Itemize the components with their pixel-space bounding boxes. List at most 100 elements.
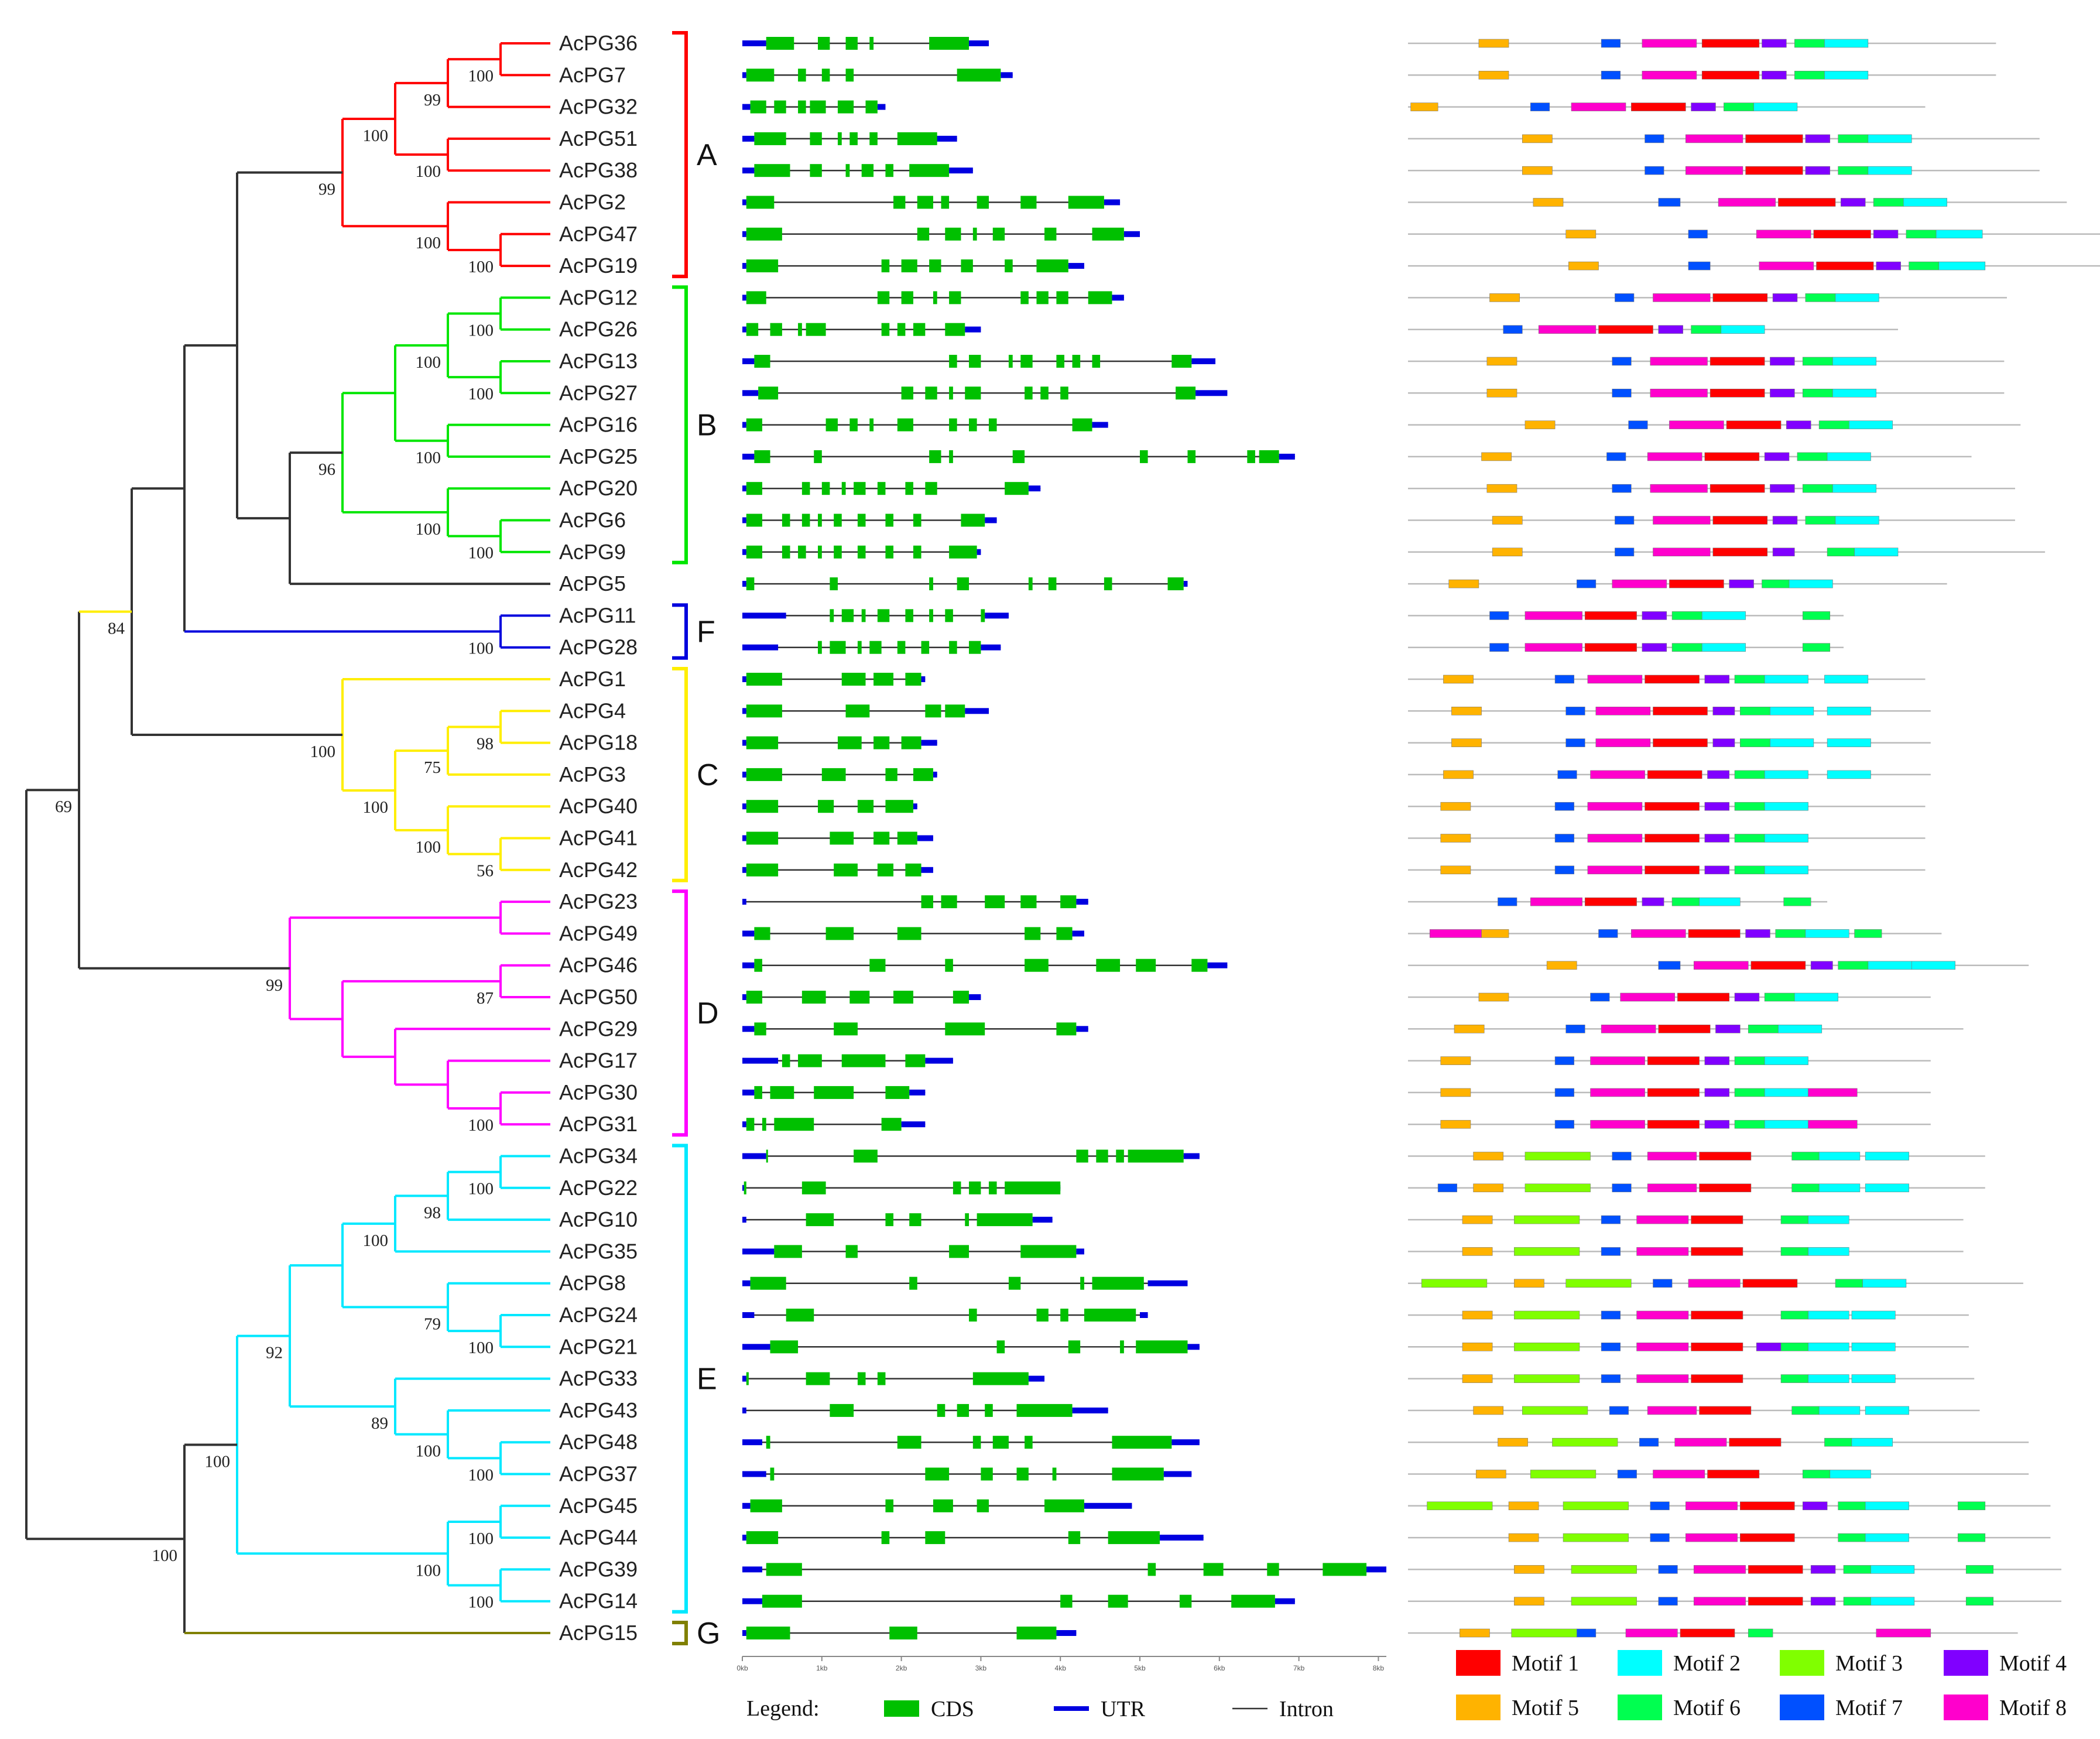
- gene-label: AcPG16: [559, 413, 638, 437]
- cds-box: [972, 227, 977, 241]
- gene-structure-row: [742, 1213, 1053, 1227]
- motif-2-box: [1827, 738, 1871, 747]
- cds-box: [806, 323, 826, 336]
- motif-8-box: [1429, 929, 1482, 938]
- motif-6-box: [1843, 1597, 1871, 1606]
- cds-box: [1128, 1149, 1184, 1163]
- gene-structure-row: [742, 1499, 1132, 1512]
- gene-label: AcPG34: [559, 1144, 638, 1168]
- utr-box: [742, 803, 746, 810]
- gene-label: AcPG17: [559, 1049, 638, 1073]
- motif-7-box: [1612, 357, 1632, 366]
- cds-box: [798, 69, 806, 82]
- motif-8-box: [1595, 738, 1651, 747]
- gene-label: AcPG10: [559, 1207, 638, 1231]
- motif-4-box: [1841, 198, 1866, 207]
- motif-8-box: [1686, 1501, 1738, 1511]
- motif-6-box: [1734, 834, 1765, 843]
- motif-row: [1408, 230, 2100, 239]
- cds-box: [945, 958, 953, 972]
- motif-row: [1408, 643, 1844, 652]
- cds-box: [754, 164, 790, 177]
- motif-6-box: [1780, 1374, 1808, 1383]
- utr-box: [1104, 199, 1121, 206]
- gene-label: AcPG9: [559, 540, 626, 564]
- cds-box: [897, 132, 937, 145]
- motif-row: [1408, 1056, 1931, 1065]
- motif-6-box: [1734, 1056, 1765, 1065]
- motif-8-box: [1636, 1374, 1689, 1383]
- motif-1-box: [1631, 102, 1686, 111]
- utr-box: [933, 135, 957, 142]
- motif-2-box: [1911, 961, 1955, 970]
- cds-box: [881, 1118, 902, 1131]
- gene-label: AcPG42: [559, 858, 638, 882]
- motif-6-box: [1671, 897, 1700, 906]
- gene-legend-label: Intron: [1279, 1697, 1334, 1721]
- motif-row: [1408, 961, 2029, 970]
- motif-7-box: [1565, 707, 1585, 716]
- bootstrap-value: 100: [363, 1231, 389, 1250]
- cds-box: [969, 1309, 977, 1322]
- utr-box: [1068, 263, 1084, 269]
- motif-1-box: [1584, 611, 1637, 620]
- motif-7-box: [1628, 420, 1648, 429]
- cds-box: [818, 800, 834, 813]
- cds-box: [949, 355, 957, 368]
- cds-box: [1072, 418, 1092, 432]
- motif-7-box: [1554, 802, 1574, 811]
- motif-4-box: [1642, 897, 1664, 906]
- motif-8-box: [1686, 166, 1743, 175]
- cds-box: [1008, 1276, 1021, 1290]
- motif-8-box: [1525, 611, 1582, 620]
- motif-row: [1408, 166, 2040, 175]
- motif-8-box: [1876, 1628, 1931, 1638]
- motif-3-box: [1571, 1597, 1637, 1606]
- utr-box: [742, 199, 746, 206]
- gene-structure-row: [742, 577, 1188, 591]
- group-letter: B: [697, 409, 717, 443]
- motif-7-box: [1645, 166, 1664, 175]
- motif-5-box: [1508, 1533, 1539, 1542]
- cds-box: [925, 1531, 945, 1545]
- motif-2-box: [1827, 452, 1871, 461]
- motif-2-box: [1832, 357, 1877, 366]
- motif-8-box: [1674, 1437, 1727, 1447]
- motif-8-box: [1686, 1533, 1738, 1542]
- cds-box: [949, 450, 953, 463]
- motif-1-box: [1712, 547, 1768, 557]
- motif-8-box: [1653, 1470, 1705, 1478]
- gene-structure-row: [742, 418, 1108, 432]
- motif-4-box: [1762, 39, 1787, 48]
- cds-box: [972, 1436, 981, 1449]
- cds-box: [933, 291, 937, 304]
- cds-box: [985, 895, 1005, 909]
- utr-box: [742, 1217, 746, 1223]
- motif-2-box: [1849, 420, 1893, 429]
- cds-box: [770, 1467, 775, 1481]
- motif-1-box: [1729, 1437, 1782, 1447]
- bootstrap-value: 75: [424, 758, 441, 777]
- motif-7-box: [1601, 1310, 1621, 1320]
- motif-legend-swatch: [1780, 1650, 1824, 1676]
- motif-1-box: [1742, 1279, 1798, 1288]
- motif-8-box: [1653, 293, 1711, 302]
- cds-box: [1136, 958, 1156, 972]
- motif-3-box: [1563, 1533, 1629, 1542]
- cds-box: [941, 895, 957, 909]
- cds-box: [953, 991, 970, 1004]
- motif-4-box: [1704, 865, 1730, 875]
- utr-box: [742, 1344, 770, 1350]
- motif-5-box: [1478, 992, 1509, 1002]
- cds-box: [782, 1054, 790, 1067]
- gene-structure-row: [742, 514, 997, 527]
- motif-4-box: [1805, 166, 1831, 175]
- motif-7-box: [1612, 1152, 1632, 1161]
- motif-8-box: [1590, 1088, 1645, 1097]
- cds-box: [810, 164, 822, 177]
- utr-box: [742, 326, 746, 333]
- motif-1-box: [1712, 293, 1768, 302]
- cds-box: [1020, 1245, 1077, 1258]
- motif-8-box: [1650, 484, 1708, 493]
- motif-4-box: [1756, 1343, 1782, 1351]
